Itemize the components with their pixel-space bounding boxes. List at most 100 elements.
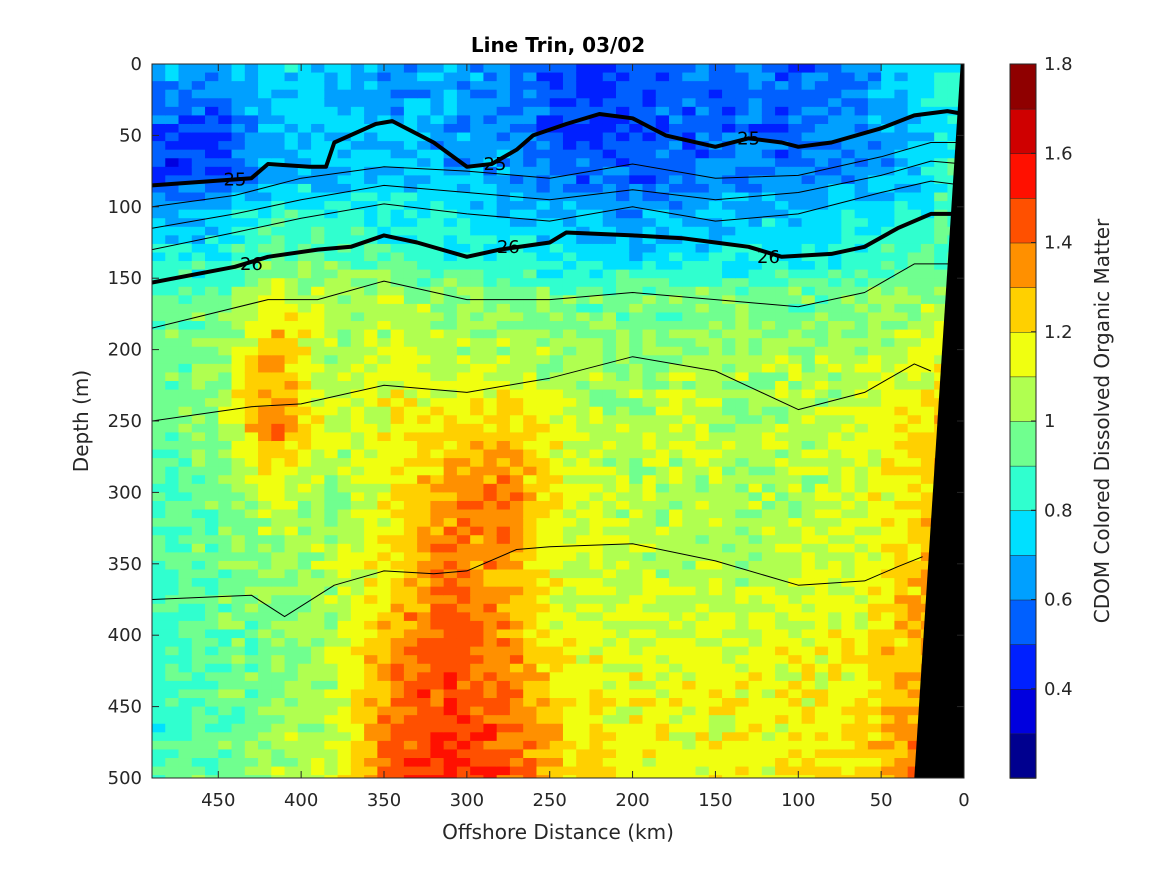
field-cell bbox=[748, 389, 763, 399]
field-cell bbox=[828, 303, 842, 314]
field-cell bbox=[775, 475, 789, 485]
field-cell bbox=[483, 303, 498, 314]
field-cell bbox=[271, 458, 286, 468]
field-cell bbox=[854, 363, 869, 374]
field-cell bbox=[403, 218, 418, 228]
field-cell bbox=[297, 389, 312, 399]
field-cell bbox=[430, 166, 445, 176]
field-cell bbox=[271, 449, 286, 459]
field-cell bbox=[509, 663, 524, 673]
field-cell bbox=[828, 432, 842, 442]
field-cell bbox=[417, 201, 431, 211]
field-cell bbox=[708, 381, 723, 391]
field-cell bbox=[218, 226, 233, 236]
field-cell bbox=[748, 560, 763, 571]
field-cell bbox=[178, 252, 193, 262]
field-cell bbox=[735, 740, 750, 751]
field-cell bbox=[814, 261, 829, 271]
field-cell bbox=[536, 329, 551, 339]
field-cell bbox=[231, 252, 246, 262]
field-cell bbox=[178, 398, 193, 408]
field-cell bbox=[629, 381, 644, 391]
field-cell bbox=[616, 149, 630, 159]
field-cell bbox=[629, 698, 644, 708]
field-cell bbox=[377, 321, 392, 331]
field-cell bbox=[682, 72, 697, 82]
field-cell bbox=[523, 106, 538, 117]
field-cell bbox=[589, 766, 604, 776]
field-cell bbox=[775, 440, 789, 451]
field-cell bbox=[695, 535, 710, 545]
field-cell bbox=[549, 440, 564, 451]
field-cell bbox=[509, 698, 524, 708]
field-cell bbox=[722, 715, 736, 725]
field-cell bbox=[602, 303, 617, 314]
field-cell bbox=[576, 475, 591, 485]
field-cell bbox=[549, 466, 564, 476]
field-cell bbox=[523, 226, 538, 236]
field-cell bbox=[430, 586, 445, 596]
field-cell bbox=[244, 706, 259, 716]
field-cell bbox=[722, 123, 736, 134]
field-cell bbox=[562, 132, 577, 142]
field-cell bbox=[828, 209, 842, 219]
field-cell bbox=[855, 784, 869, 793]
field-cell bbox=[894, 141, 909, 151]
field-cell bbox=[854, 406, 869, 416]
field-cell bbox=[695, 338, 710, 348]
field-cell bbox=[390, 149, 405, 159]
field-cell bbox=[761, 158, 776, 168]
field-cell bbox=[271, 278, 286, 288]
field-cell bbox=[350, 620, 365, 631]
field-cell bbox=[297, 500, 312, 511]
field-cell bbox=[867, 680, 882, 691]
field-cell bbox=[867, 698, 882, 708]
field-cell bbox=[377, 518, 392, 528]
field-cell bbox=[258, 132, 272, 142]
field-cell bbox=[907, 64, 922, 74]
field-cell bbox=[695, 166, 710, 176]
field-cell bbox=[642, 89, 657, 99]
field-cell bbox=[616, 518, 630, 528]
field-cell bbox=[841, 64, 856, 74]
field-cell bbox=[735, 183, 750, 194]
field-cell bbox=[682, 149, 697, 159]
field-cell bbox=[509, 226, 524, 236]
field-cell bbox=[165, 680, 180, 691]
field-cell bbox=[284, 415, 299, 425]
field-cell bbox=[801, 680, 816, 691]
field-cell bbox=[775, 303, 789, 314]
field-cell bbox=[483, 398, 498, 408]
field-cell bbox=[231, 560, 246, 571]
field-cell bbox=[682, 543, 697, 553]
field-cell bbox=[165, 715, 180, 725]
field-cell bbox=[828, 286, 842, 296]
field-cell bbox=[258, 303, 272, 314]
field-cell bbox=[152, 218, 166, 228]
field-cell bbox=[589, 595, 604, 605]
field-cell bbox=[337, 449, 352, 459]
field-cell bbox=[616, 389, 630, 399]
field-cell bbox=[311, 115, 325, 125]
field-cell bbox=[642, 261, 657, 271]
field-cell bbox=[814, 483, 829, 493]
field-cell bbox=[165, 732, 180, 742]
field-cell bbox=[695, 303, 710, 314]
field-cell bbox=[231, 449, 246, 459]
field-cell bbox=[430, 723, 445, 733]
field-cell bbox=[775, 209, 789, 219]
field-cell bbox=[841, 560, 856, 571]
field-cell bbox=[642, 235, 657, 245]
field-cell bbox=[881, 449, 895, 459]
field-cell bbox=[881, 98, 895, 108]
field-cell bbox=[669, 183, 683, 194]
field-cell bbox=[642, 603, 657, 613]
field-cell bbox=[231, 192, 246, 202]
field-cell bbox=[894, 595, 909, 605]
field-cell bbox=[576, 243, 591, 254]
field-cell bbox=[311, 578, 325, 588]
field-cell bbox=[337, 740, 352, 751]
field-cell bbox=[907, 492, 922, 502]
field-cell bbox=[629, 141, 644, 151]
field-cell bbox=[867, 466, 882, 476]
